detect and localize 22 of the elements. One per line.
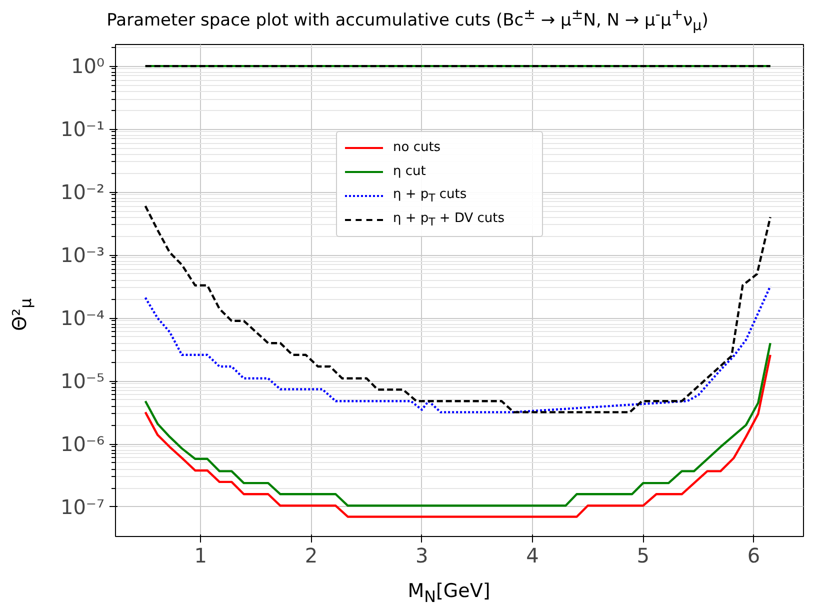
line-series <box>144 285 772 414</box>
x-tick-label: 2 <box>304 544 318 568</box>
x-axis-title: M$_{N}$[GeV] <box>406 579 492 608</box>
y-tick-label: 10⁻³ <box>60 243 105 268</box>
x-tick-label: 1 <box>194 544 208 568</box>
y-tick-label: 10⁻² <box>60 180 105 204</box>
y-tick-label: 10⁻⁷ <box>60 494 105 519</box>
legend-label: η cut <box>393 162 426 181</box>
x-tick-label: 5 <box>636 544 650 568</box>
y-tick-label: 10⁻⁶ <box>60 432 105 456</box>
y-tick-label: 10⁻⁴ <box>60 306 105 330</box>
line-series <box>144 354 772 518</box>
y-tick-label: 10⁻⁵ <box>60 369 105 394</box>
legend-label: η + p$_{T}$ cuts <box>393 186 467 206</box>
x-tick-label: 6 <box>747 544 760 568</box>
legend-label: no cuts <box>393 138 441 157</box>
x-tick-label: 4 <box>526 544 539 568</box>
y-tick-label: 10⁰ <box>71 54 104 78</box>
legend-label: η + p$_{T}$ + DV cuts <box>393 210 505 230</box>
y-tick-label: 10⁻¹ <box>60 117 105 142</box>
x-tick-label: 3 <box>416 544 428 568</box>
chart-title: Parameter space plot with accumulative cuts (Bc$^{±}$ → μ$^{±}$N, N → μ$^{-}$μ$^{+}$ν$_{μ}$) <box>106 7 708 34</box>
